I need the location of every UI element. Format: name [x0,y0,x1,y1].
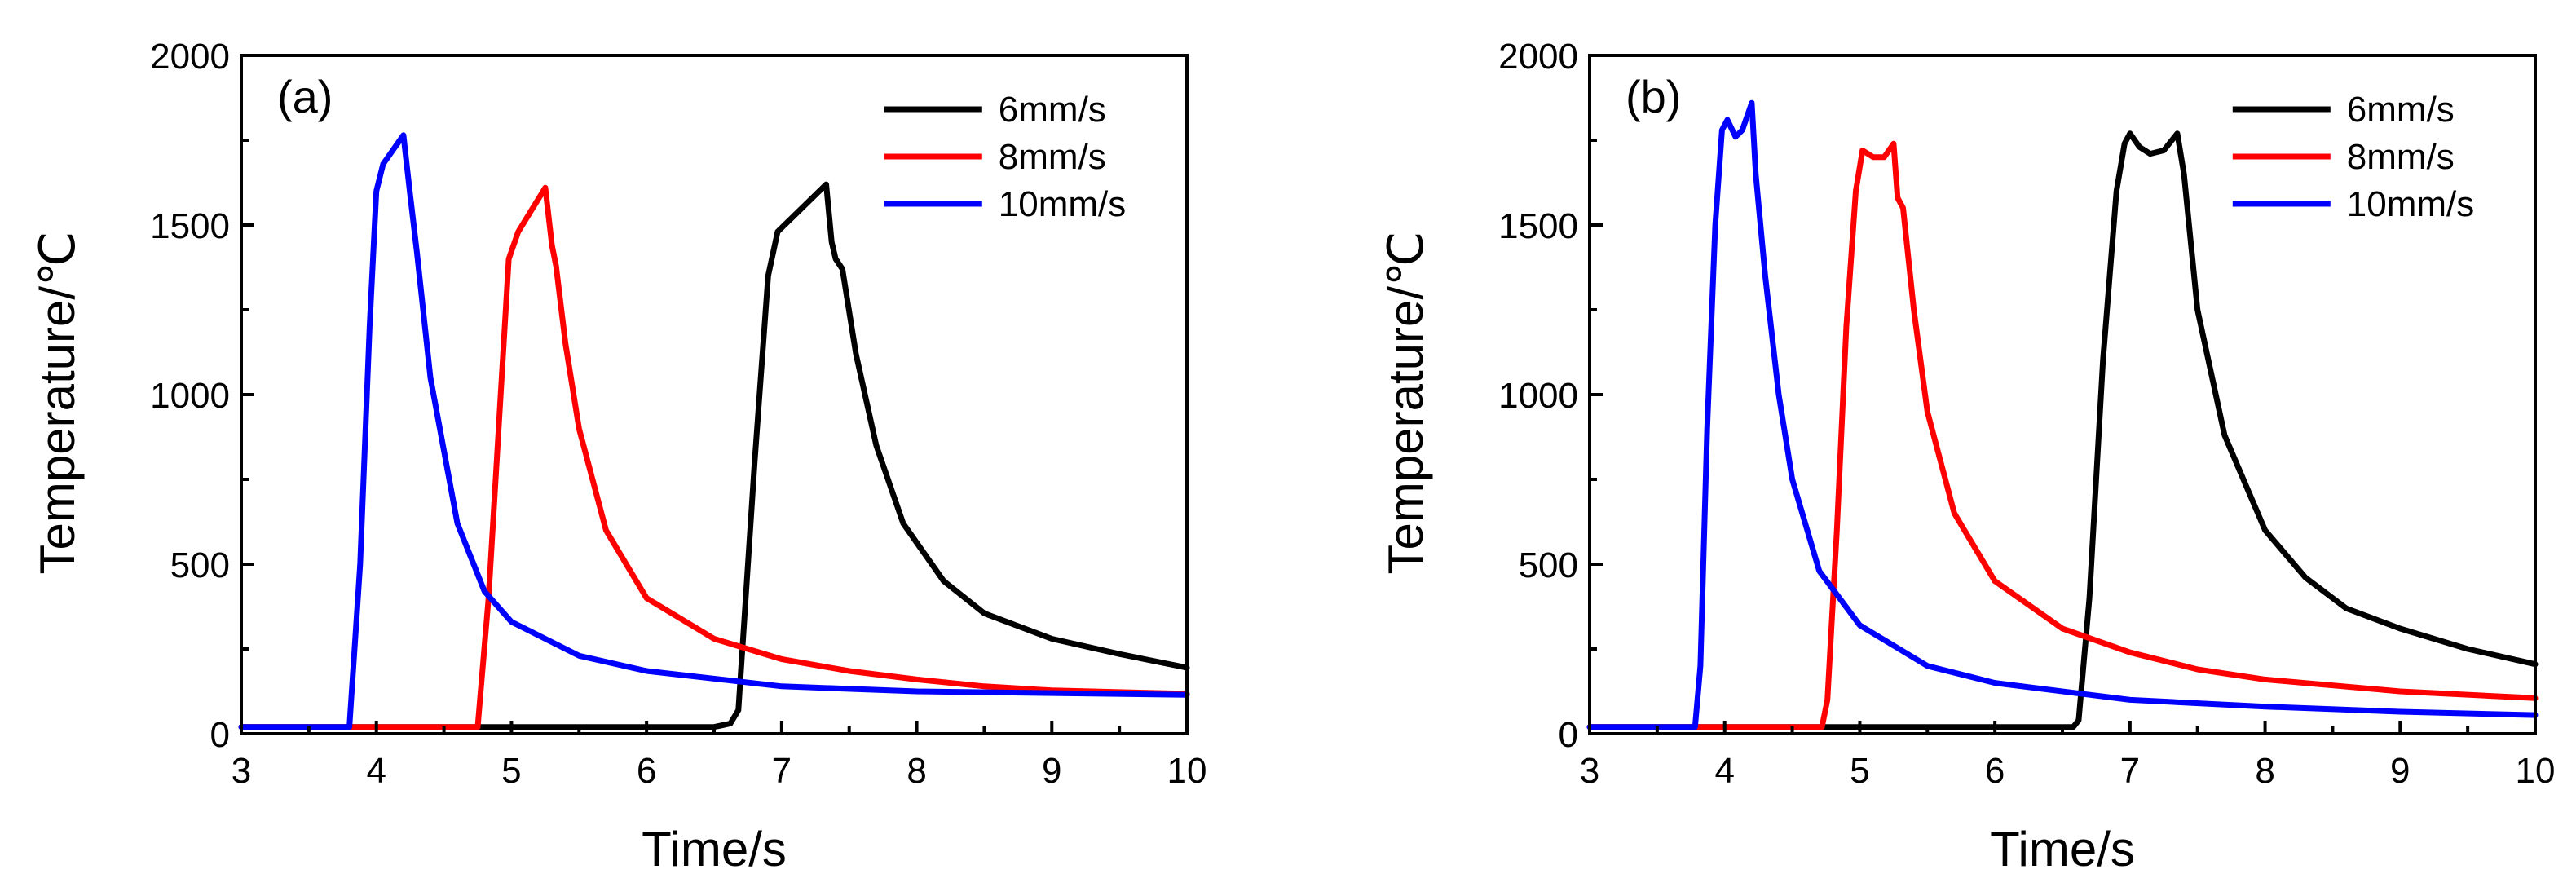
legend-label: 10mm/s [2347,184,2474,224]
x-tick-label: 8 [2255,751,2274,791]
y-tick-label: 2000 [150,37,230,77]
y-tick-label: 1000 [150,376,230,416]
y-tick-label: 500 [1519,545,1578,585]
series-line-10mm/s [238,132,1190,730]
x-tick-label: 3 [232,751,251,791]
y-tick-label: 0 [1559,715,1578,755]
x-tick-label: 4 [1714,751,1734,791]
legend-label: 6mm/s [999,90,1106,130]
chart-panel-1: 3 4 5 6 7 8 9 10 0 500 1000 1500 2000 Time/s Temperatu… [1378,37,2555,876]
y-axis-title: Temperature/℃ [30,232,85,575]
legend-label: 8mm/s [999,137,1106,177]
y-tick-label: 1000 [1498,376,1578,416]
y-tick-label: 0 [210,715,230,755]
y-tick-label: 1500 [150,206,230,246]
x-tick-label: 3 [1580,751,1599,791]
legend: 6mm/s 8mm/s 10mm/s [884,90,1126,224]
series-line-6mm/s [1586,130,2539,730]
x-tick-label: 9 [2390,751,2410,791]
panel-label: (a) [277,71,333,122]
legend-label: 6mm/s [2347,90,2455,130]
y-axis-title: Temperature/℃ [1378,232,1433,575]
x-tick-label: 5 [1850,751,1869,791]
x-tick-label: 10 [2516,751,2556,791]
series-line-8mm/s [238,184,1190,730]
x-tick-label: 8 [906,751,926,791]
y-tick-label: 500 [170,545,230,585]
x-tick-label: 7 [772,751,792,791]
x-axis-title: Time/s [642,822,787,876]
chart-panel-0: 3 4 5 6 7 8 9 10 0 500 1000 1500 2000 Time/s Temperatu… [30,37,1206,876]
x-tick-label: 6 [1985,751,2005,791]
series-line-8mm/s [1586,140,2539,730]
y-tick-label: 1500 [1498,206,1578,246]
legend-label: 10mm/s [999,184,1126,224]
x-tick-label: 6 [637,751,656,791]
x-tick-label: 7 [2120,751,2140,791]
x-tick-label: 4 [366,751,386,791]
legend-label: 8mm/s [2347,137,2455,177]
y-tick-label: 2000 [1498,37,1578,77]
panel-label: (b) [1625,71,1681,122]
x-tick-label: 10 [1167,751,1207,791]
x-axis-title: Time/s [1990,822,2135,876]
series-line-6mm/s [238,181,1190,730]
x-tick-label: 9 [1042,751,1061,791]
series-line-10mm/s [1586,99,2539,730]
legend: 6mm/s 8mm/s 10mm/s [2232,90,2474,224]
x-tick-label: 5 [501,751,521,791]
